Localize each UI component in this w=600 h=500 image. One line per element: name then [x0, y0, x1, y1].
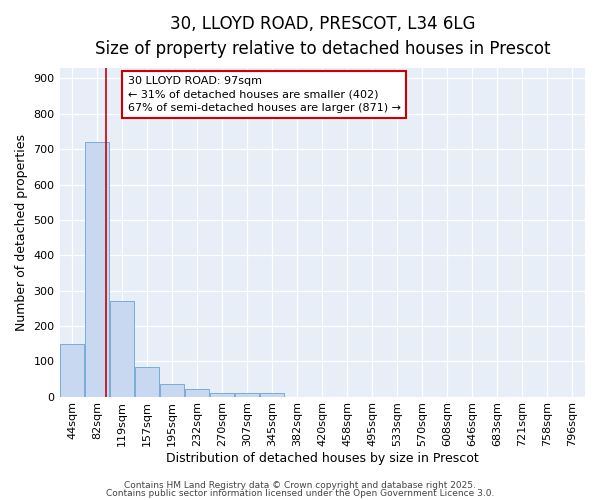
Text: Contains HM Land Registry data © Crown copyright and database right 2025.: Contains HM Land Registry data © Crown c… — [124, 481, 476, 490]
Bar — [260, 393, 284, 396]
Text: 30 LLOYD ROAD: 97sqm
← 31% of detached houses are smaller (402)
67% of semi-deta: 30 LLOYD ROAD: 97sqm ← 31% of detached h… — [128, 76, 401, 112]
Bar — [110, 301, 134, 396]
Title: 30, LLOYD ROAD, PRESCOT, L34 6LG
Size of property relative to detached houses in: 30, LLOYD ROAD, PRESCOT, L34 6LG Size of… — [95, 15, 550, 58]
Y-axis label: Number of detached properties: Number of detached properties — [15, 134, 28, 330]
Bar — [60, 344, 84, 396]
Text: Contains public sector information licensed under the Open Government Licence 3.: Contains public sector information licen… — [106, 488, 494, 498]
Bar — [185, 389, 209, 396]
Bar — [235, 393, 259, 396]
Bar — [160, 384, 184, 396]
X-axis label: Distribution of detached houses by size in Prescot: Distribution of detached houses by size … — [166, 452, 479, 465]
Bar — [135, 367, 159, 396]
Bar — [85, 142, 109, 397]
Bar — [210, 393, 234, 396]
